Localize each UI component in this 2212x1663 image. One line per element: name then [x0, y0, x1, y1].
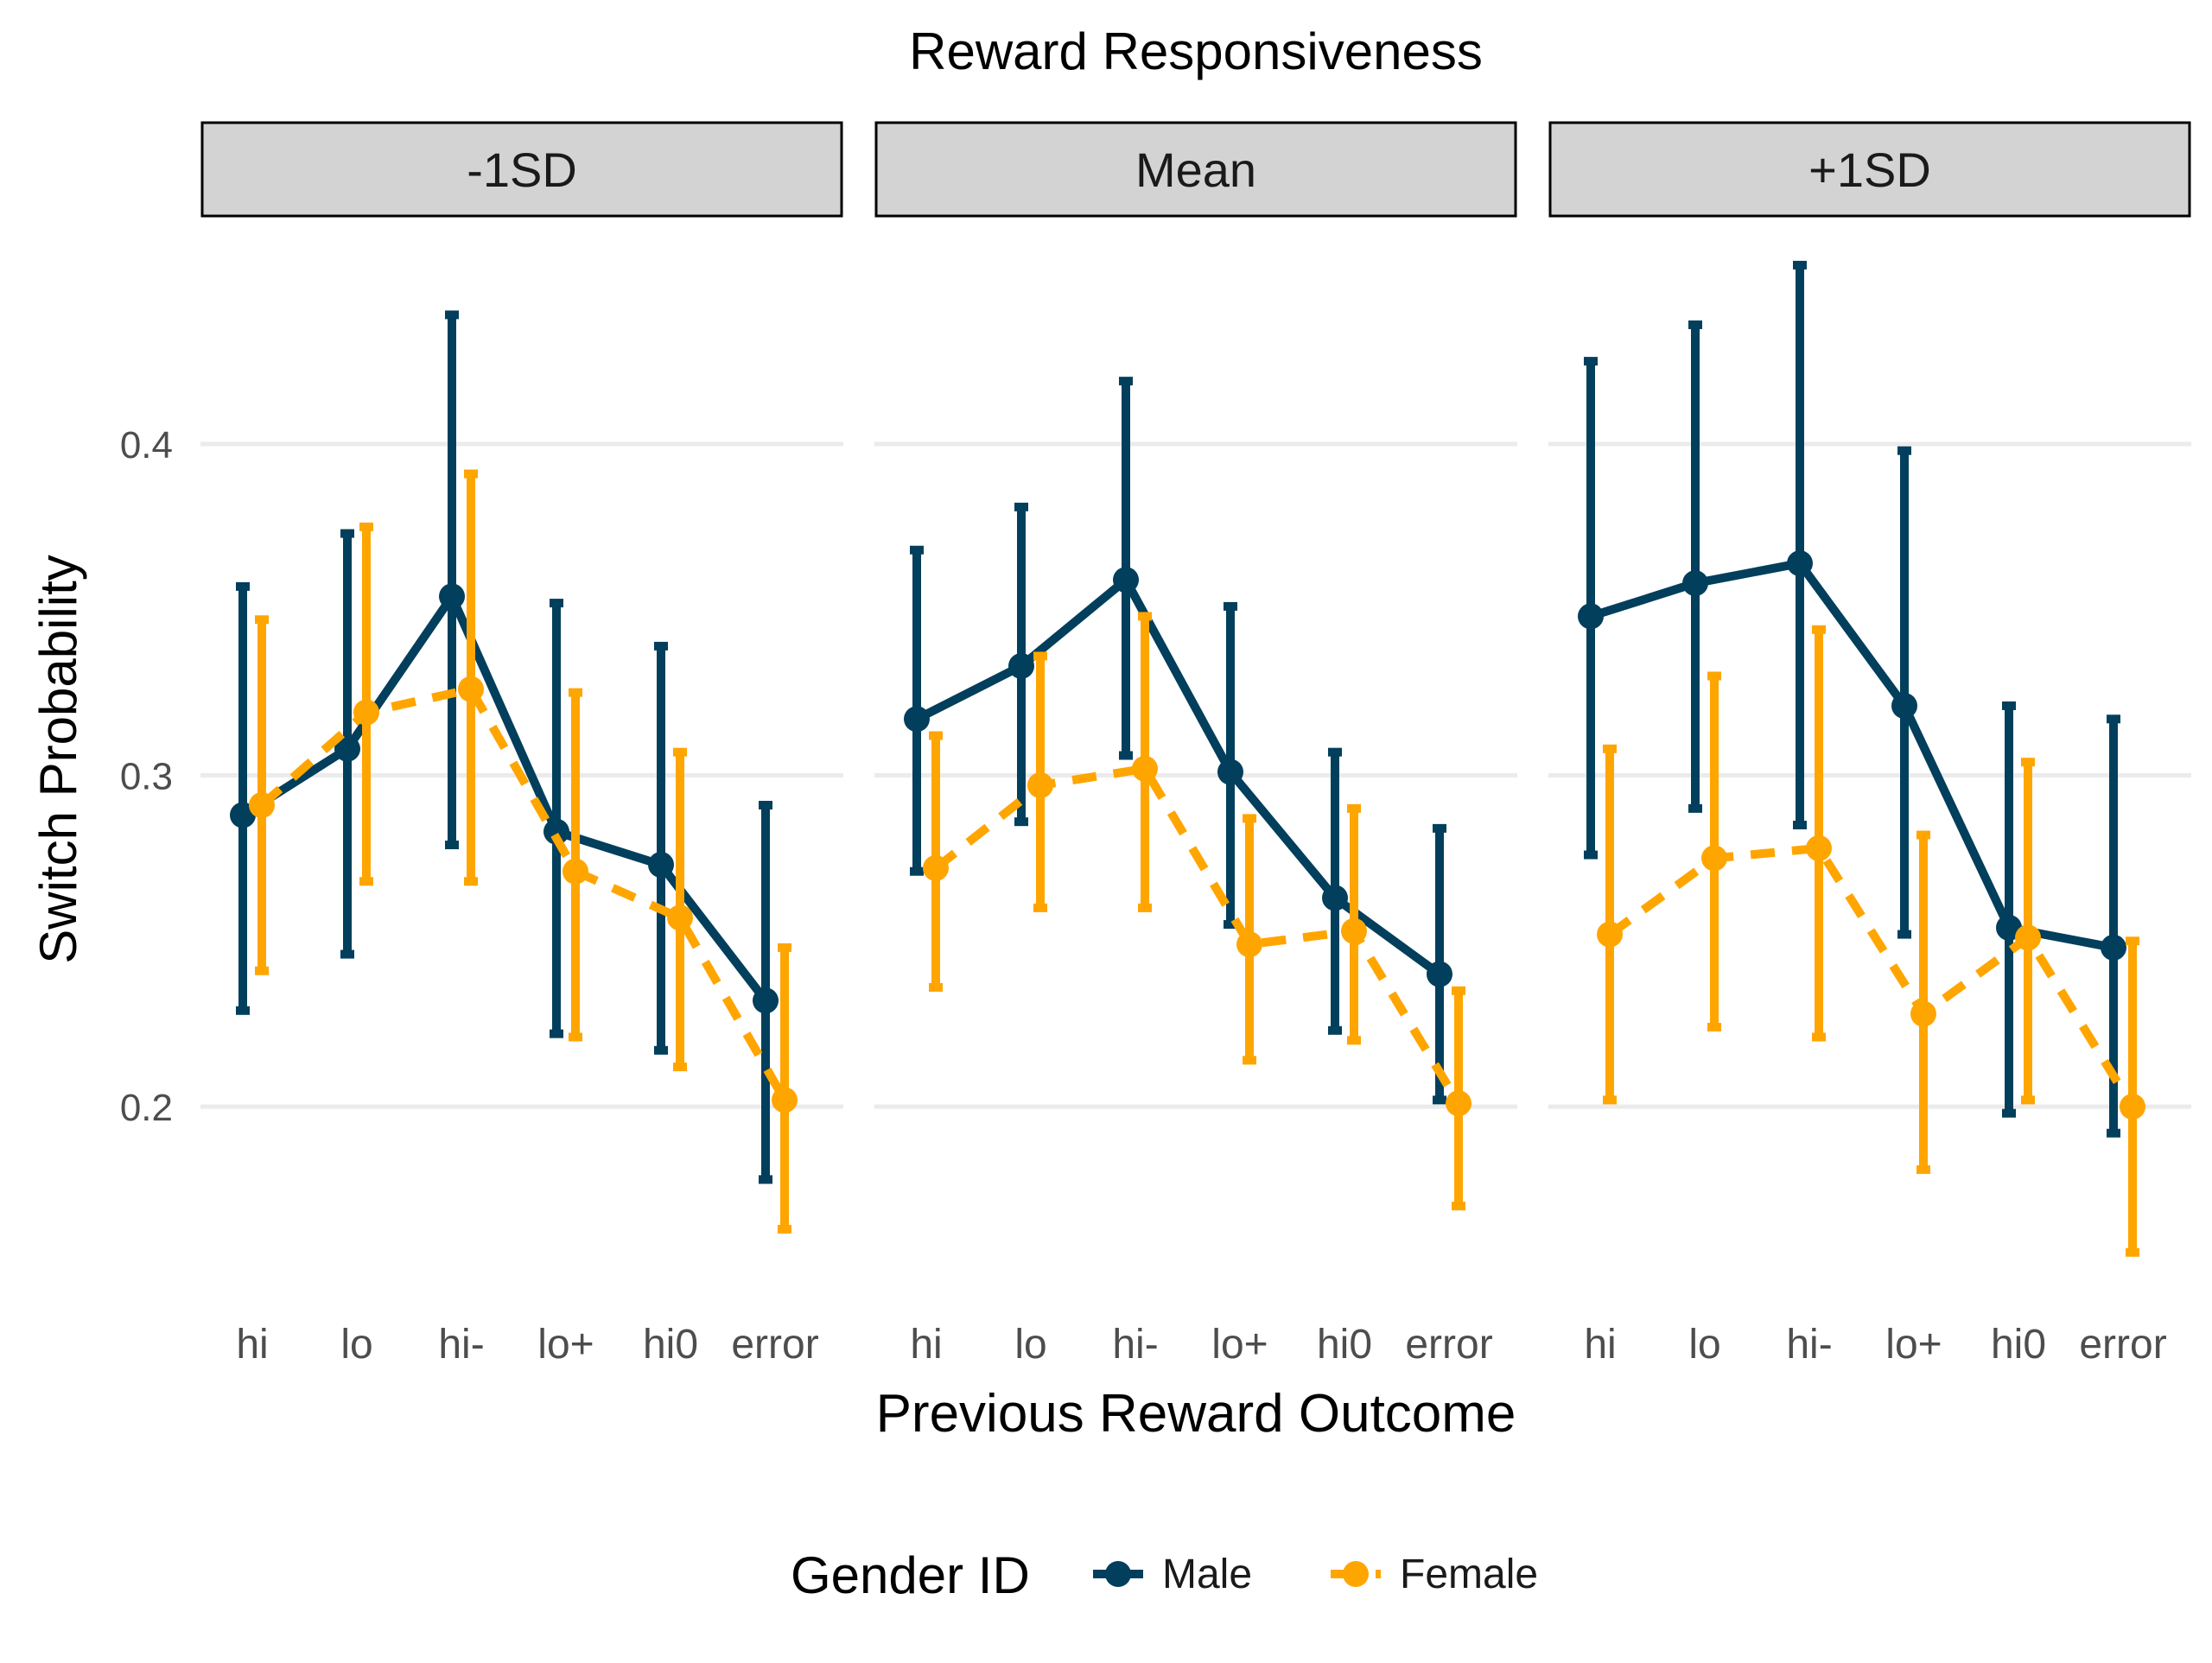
facet-strip: [1548, 121, 2191, 218]
x-tick-label: hi-: [438, 1322, 484, 1368]
data-point: [1217, 759, 1243, 785]
x-tick-label: error: [2079, 1322, 2166, 1368]
facet-panel: -1SD hi lo hi-lo+ hi0 error: [200, 121, 843, 1368]
data-point: [439, 583, 465, 610]
x-tick-label: lo: [1688, 1322, 1720, 1368]
data-point: [2101, 934, 2126, 961]
legend-label: Male: [1162, 1552, 1252, 1597]
data-point: [1132, 755, 1158, 782]
legend-key-point: [1105, 1561, 1131, 1587]
y-axis-label: Switch Probability: [29, 555, 87, 964]
x-tick-label: hi0: [643, 1322, 698, 1368]
x-tick-label: lo+: [1885, 1322, 1942, 1368]
chart-title: Reward Responsiveness: [909, 22, 1483, 80]
data-point: [1597, 921, 1623, 948]
legend: Gender ID Male Female: [791, 1546, 1538, 1604]
data-point: [1996, 914, 2022, 941]
data-point: [667, 904, 693, 931]
series-line: [1607, 843, 2137, 1109]
facet-strip: [874, 121, 1517, 218]
x-tick-label: lo: [340, 1322, 372, 1368]
data-point: [1236, 931, 1262, 958]
y-tick-label: 0.2: [120, 1087, 173, 1129]
data-point: [1578, 603, 1604, 630]
facet-strip-label: -1SD: [467, 143, 577, 197]
x-axis-label: Previous Reward Outcome: [876, 1384, 1516, 1444]
series-female: [1597, 625, 2145, 1257]
series-male: [904, 377, 1452, 1105]
x-tick-label: error: [1405, 1322, 1492, 1368]
facet-strip-label: +1SD: [1808, 143, 1931, 197]
y-tick-label: 0.4: [120, 424, 173, 467]
x-tick-label: lo+: [1211, 1322, 1268, 1368]
legend-label: Female: [1400, 1552, 1538, 1597]
legend-title: Gender ID: [791, 1546, 1030, 1604]
data-point: [753, 987, 779, 1014]
data-point: [334, 735, 360, 762]
data-point: [904, 706, 930, 733]
facet-panel: Mean hi lo hi-lo+ hi0 error: [874, 121, 1517, 1368]
data-point: [2120, 1094, 2145, 1120]
data-point: [648, 852, 674, 879]
series-female: [249, 469, 798, 1234]
series-line: [258, 684, 789, 1102]
facet-strip: [200, 121, 843, 218]
x-tick-label: hi0: [1317, 1322, 1372, 1368]
data-point: [563, 858, 588, 885]
facet-strip-label: Mean: [1135, 143, 1256, 197]
x-tick-label: hi: [1584, 1322, 1616, 1368]
series-line: [1589, 559, 2114, 952]
data-point: [1682, 570, 1708, 597]
y-tick-label: 0.3: [120, 756, 173, 798]
data-point: [1701, 845, 1727, 872]
data-point: [1322, 885, 1348, 911]
data-point: [923, 854, 949, 881]
data-point: [353, 699, 379, 726]
data-point: [1891, 692, 1917, 719]
series-male: [1578, 260, 2126, 1138]
legend-item-female: Female: [1331, 1552, 1538, 1597]
facet-panel: +1SD hi lo hi-lo+ hi0 error: [1548, 121, 2191, 1368]
data-point: [458, 676, 484, 702]
legend-item-male: Male: [1093, 1552, 1252, 1597]
data-point: [1787, 550, 1813, 577]
data-point: [1113, 567, 1139, 593]
data-point: [1806, 835, 1832, 861]
data-point: [1341, 917, 1367, 944]
data-point: [249, 792, 275, 819]
x-tick-label: lo+: [537, 1322, 594, 1368]
data-point: [1446, 1090, 1471, 1117]
panels-layer: -1SD hi lo hi-lo+ hi0 error Mean hi lo hi-lo+ hi0 e…: [200, 121, 2191, 1368]
data-point: [1910, 1000, 1936, 1027]
series-line: [240, 592, 769, 1004]
data-point: [1427, 961, 1452, 987]
data-point: [2015, 924, 2041, 951]
data-point: [1008, 652, 1034, 679]
data-point: [543, 818, 569, 845]
y-ticks-layer: 0.2 0.3 0.4: [120, 424, 173, 1129]
x-tick-label: hi: [910, 1322, 942, 1368]
x-tick-label: error: [731, 1322, 818, 1368]
data-point: [230, 802, 256, 828]
series-female: [923, 612, 1471, 1211]
x-tick-label: lo: [1014, 1322, 1046, 1368]
data-point: [1027, 772, 1053, 799]
x-tick-label: hi-: [1112, 1322, 1158, 1368]
data-point: [772, 1087, 798, 1114]
x-tick-label: hi0: [1991, 1322, 2046, 1368]
legend-key-point: [1343, 1561, 1369, 1587]
x-tick-label: hi: [236, 1322, 268, 1368]
x-tick-label: hi-: [1786, 1322, 1832, 1368]
series-line: [932, 764, 1463, 1106]
